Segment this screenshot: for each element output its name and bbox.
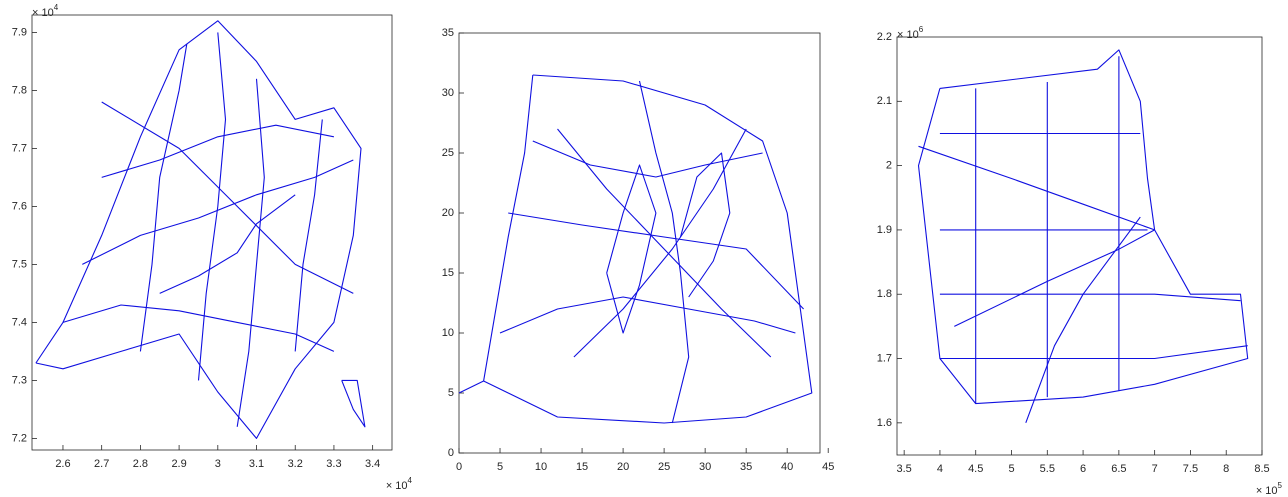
road-segment (197, 32, 227, 381)
multiplier-base: × 10 (386, 480, 408, 492)
x-tick-label: 6.5 (1111, 463, 1126, 475)
x-tick-label: 15 (576, 461, 588, 473)
x-tick-label: 5.5 (1040, 463, 1055, 475)
road-segment (341, 379, 366, 428)
x-tick-label: 0 (456, 461, 462, 473)
axis-multiplier: × 105 (1256, 481, 1283, 497)
y-tick-label: 10 (442, 327, 454, 339)
x-tick-label: 3 (215, 458, 221, 470)
road-segment (101, 101, 354, 294)
road-segment (679, 152, 731, 298)
road-segment (458, 74, 813, 424)
y-tick-label: 2 (886, 160, 892, 172)
y-tick-label: 2.2 (877, 31, 892, 43)
axis-multiplier: × 106 (897, 25, 924, 41)
multiplier-exponent: 5 (1278, 481, 1283, 490)
x-tick-label: 2.6 (55, 458, 70, 470)
axis-multiplier: × 104 (32, 3, 59, 19)
road-segment (82, 159, 354, 265)
road-segment (101, 124, 335, 178)
road-segment (954, 229, 1155, 327)
y-tick-label: 1.7 (877, 352, 892, 364)
plot: 3.5 4 4.5 5 5.5 6 6.5 7 7.5 8 8.5 1.6 1.7 1.8 1.9 2 2.1 2… (877, 31, 1270, 475)
y-tick-label: 1.9 (877, 224, 892, 236)
x-tick-label: 8.5 (1254, 463, 1269, 475)
y-tick-label: 7.8 (12, 84, 27, 96)
y-tick-label: 25 (442, 147, 454, 159)
multiplier-base: × 10 (897, 29, 919, 41)
road-segment (939, 345, 1248, 360)
road-segment (499, 296, 796, 334)
x-tick-label: 4.5 (968, 463, 983, 475)
road-segment (557, 128, 772, 358)
road-segment (294, 119, 323, 352)
x-tick-label: 3.4 (365, 458, 380, 470)
road-segment (483, 74, 534, 382)
y-tick-label: 5 (448, 387, 454, 399)
y-tick-label: 7.3 (12, 374, 27, 386)
axis-multiplier: × 104 (386, 476, 413, 492)
x-tick-label: 6 (1080, 463, 1086, 475)
multiplier-base: × 10 (1256, 485, 1278, 497)
y-tick-label: 30 (442, 87, 454, 99)
road-segment (1025, 216, 1141, 423)
y-tick-label: 15 (442, 267, 454, 279)
y-tick-label: 7.7 (12, 142, 27, 154)
road-segment (508, 212, 804, 310)
x-tick-label: 30 (699, 461, 711, 473)
y-tick-label: 7.9 (12, 26, 27, 38)
x-tick-label: 2.7 (94, 458, 109, 470)
y-tick-label: 7.6 (12, 200, 27, 212)
x-tick-label: 25 (658, 461, 670, 473)
x-tick-label: 3.2 (288, 458, 303, 470)
road-segment (236, 78, 265, 427)
x-tick-label: 3.3 (326, 458, 341, 470)
multiplier-exponent: 4 (54, 3, 59, 12)
road-segment (573, 128, 747, 358)
multiplier-exponent: 4 (408, 476, 413, 485)
road-segment (939, 293, 1241, 302)
x-tick-label: 2.9 (171, 458, 186, 470)
y-tick-label: 7.5 (12, 258, 27, 270)
x-tick-label: 7 (1152, 463, 1158, 475)
y-tick-label: 0 (448, 447, 454, 459)
multiplier-exponent: 6 (919, 25, 924, 34)
road-segment (159, 194, 296, 294)
x-tick-label: 7.5 (1183, 463, 1198, 475)
plot: 2.6 2.7 2.8 2.9 3 3.1 3.2 3.3 3.4 7.2 7.3 7.4 7.5 7.6… (12, 14, 393, 470)
road-segment (638, 80, 690, 424)
y-tick-label: 1.8 (877, 288, 892, 300)
y-tick-label: 1.6 (877, 417, 892, 429)
axes-frame (31, 14, 393, 451)
x-tick-label: 40 (781, 461, 793, 473)
x-tick-label: 5 (1008, 463, 1014, 475)
road-segment (606, 164, 657, 334)
axes-frame (896, 36, 1263, 456)
road-segment (532, 140, 763, 178)
y-tick-label: 35 (442, 27, 454, 39)
x-tick-label: 8 (1223, 463, 1229, 475)
y-tick-label: 7.2 (12, 432, 27, 444)
road-segment (35, 20, 362, 439)
axes-frame (458, 32, 821, 454)
road-segment (62, 304, 335, 352)
multiplier-base: × 10 (32, 7, 54, 19)
road-segment (917, 49, 1249, 405)
x-tick-label: 5 (497, 461, 503, 473)
x-tick-label: 45 (822, 461, 834, 473)
x-tick-label: 3.5 (897, 463, 912, 475)
x-tick-label: 4 (937, 463, 943, 475)
x-tick-label: 2.8 (133, 458, 148, 470)
road-segment (139, 43, 188, 352)
x-tick-label: 3.1 (249, 458, 264, 470)
x-tick-label: 10 (535, 461, 547, 473)
x-tick-label: 20 (617, 461, 629, 473)
plot: 0 5 10 15 20 25 30 35 40 45 0 5 10 15 20 25 30 35 (442, 27, 835, 473)
y-tick-label: 2.1 (877, 95, 892, 107)
x-tick-label: 35 (740, 461, 752, 473)
y-tick-label: 7.4 (12, 316, 27, 328)
y-tick-label: 20 (442, 207, 454, 219)
